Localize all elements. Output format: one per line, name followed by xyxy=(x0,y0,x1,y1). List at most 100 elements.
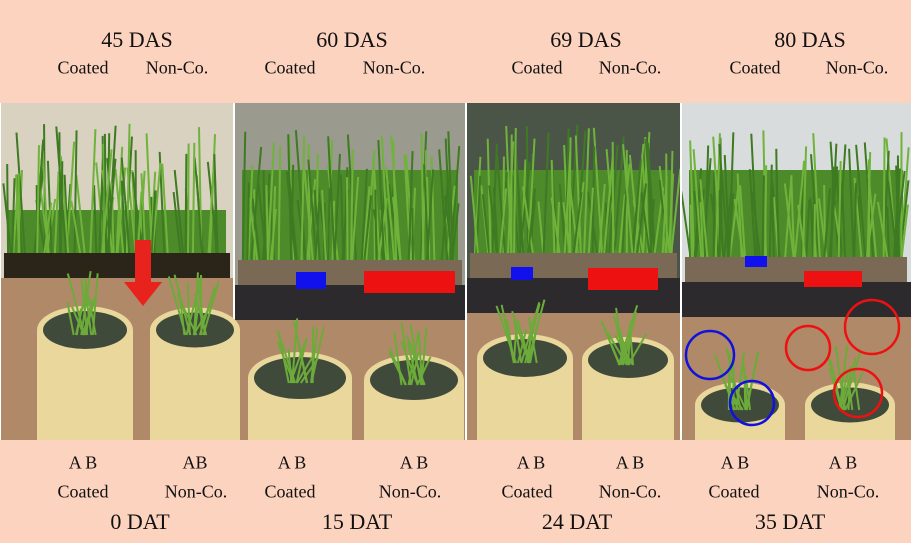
photo-detail xyxy=(855,144,867,258)
photo-detail xyxy=(728,379,776,427)
photo-detail xyxy=(321,189,327,261)
photo-detail xyxy=(587,187,594,254)
photo-detail xyxy=(388,347,407,386)
photo-detail xyxy=(339,174,345,261)
photo-detail xyxy=(195,175,203,254)
photo-detail xyxy=(568,194,572,254)
photo-detail xyxy=(370,360,458,400)
photo-detail xyxy=(80,279,89,336)
photo-detail xyxy=(71,306,85,336)
photo-detail xyxy=(598,183,606,254)
photo-detail xyxy=(542,132,550,254)
das-label: 69 DAS xyxy=(550,27,622,52)
photo-detail xyxy=(876,201,889,258)
photo-detail xyxy=(75,174,86,254)
photo-detail xyxy=(745,256,767,267)
photo-detail xyxy=(735,351,746,411)
photo-detail xyxy=(689,140,695,258)
photo-detail xyxy=(603,157,614,254)
photo-detail xyxy=(250,146,263,261)
non-coated-label: Non-Co. xyxy=(362,57,426,78)
photo-detail xyxy=(527,317,538,364)
photo-detail xyxy=(187,143,190,254)
photo-detail xyxy=(514,142,525,254)
photo-detail xyxy=(633,143,645,254)
photo-detail xyxy=(248,196,259,261)
photo-detail xyxy=(612,315,630,366)
photo-detail xyxy=(768,164,773,258)
photo-detail xyxy=(537,201,545,254)
photo-detail xyxy=(66,301,75,336)
photo-detail xyxy=(718,143,730,258)
photo-detail xyxy=(191,142,196,254)
photo-detail xyxy=(783,183,795,258)
photo-detail xyxy=(15,132,26,254)
photo-detail xyxy=(11,178,16,254)
photo-detail xyxy=(390,135,402,261)
pot-label: A B xyxy=(615,452,645,473)
photo-detail xyxy=(838,368,850,411)
photo-detail xyxy=(669,150,674,254)
photo-detail xyxy=(251,198,261,261)
photo-detail xyxy=(606,331,628,366)
photo-detail xyxy=(495,305,517,364)
photo-detail xyxy=(513,128,517,254)
coated-label: Coated xyxy=(57,57,109,78)
photo-detail xyxy=(426,169,434,261)
photo-detail xyxy=(743,366,747,411)
photo-detail xyxy=(266,142,275,261)
pot-label: A B xyxy=(720,452,750,473)
das-label: 45 DAS xyxy=(101,27,173,52)
photo-detail xyxy=(4,253,230,278)
photo-detail xyxy=(411,208,414,261)
photo-detail xyxy=(173,169,184,254)
photo-detail xyxy=(296,272,326,289)
photo-detail xyxy=(627,333,648,366)
photo-detail xyxy=(377,140,386,261)
dat-label: 35 DAT xyxy=(754,509,826,534)
photo-detail xyxy=(287,134,293,261)
photo-detail xyxy=(784,324,832,372)
photo-detail xyxy=(185,275,203,336)
coated-label: Coated xyxy=(264,57,316,78)
photo-detail xyxy=(832,367,884,419)
photo-detail xyxy=(101,149,113,254)
photo-detail xyxy=(351,176,360,261)
photo-detail xyxy=(161,163,169,254)
photo-detail xyxy=(93,185,98,254)
photo-detail xyxy=(724,384,744,411)
pot-label: A B xyxy=(68,452,98,473)
coated-label: Coated xyxy=(729,57,781,78)
photo-detail xyxy=(300,135,306,261)
photo-detail xyxy=(829,143,838,258)
photo-detail xyxy=(271,186,277,261)
photo-detail xyxy=(363,195,373,261)
photo-detail xyxy=(406,342,419,386)
photo-detail xyxy=(59,161,64,254)
photo-detail xyxy=(492,187,499,254)
photo-detail xyxy=(670,168,682,254)
photo-detail xyxy=(420,133,425,261)
photo-detail xyxy=(407,151,414,261)
coated-label: Coated xyxy=(511,57,563,78)
photo-detail xyxy=(120,157,131,254)
photo-detail xyxy=(333,153,341,261)
photo-detail xyxy=(511,310,531,364)
photo-detail xyxy=(621,189,628,254)
photo-detail xyxy=(246,182,250,261)
photo-detail xyxy=(360,168,368,261)
photo-detail xyxy=(53,171,60,254)
photo-detail xyxy=(751,191,761,258)
photo-detail xyxy=(202,281,220,336)
photo-detail xyxy=(400,341,419,386)
pot-label: A B xyxy=(399,452,429,473)
photo-detail xyxy=(632,159,642,254)
photo-detail xyxy=(451,203,460,261)
photo-detail xyxy=(149,171,157,254)
photo-detail xyxy=(893,168,901,258)
photo-detail xyxy=(591,146,596,254)
photo-detail xyxy=(574,135,582,254)
photo-detail xyxy=(140,173,147,254)
photo-detail xyxy=(775,170,780,258)
photo-detail xyxy=(865,193,877,258)
